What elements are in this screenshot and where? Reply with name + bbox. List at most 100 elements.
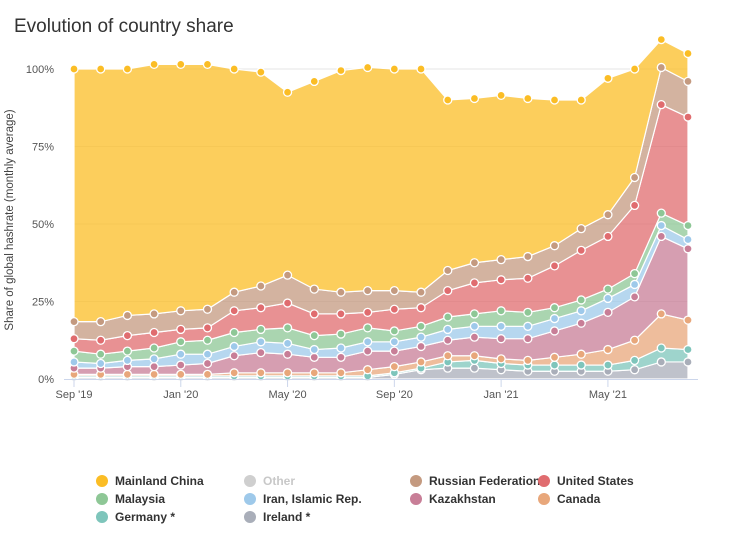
- data-point[interactable]: [549, 303, 560, 313]
- data-point[interactable]: [282, 270, 293, 280]
- data-point[interactable]: [176, 369, 186, 380]
- data-point[interactable]: [523, 93, 533, 104]
- data-point[interactable]: [576, 360, 586, 370]
- data-point[interactable]: [229, 287, 239, 297]
- data-point[interactable]: [363, 346, 373, 356]
- data-point[interactable]: [202, 358, 213, 369]
- data-point[interactable]: [282, 298, 293, 308]
- data-point[interactable]: [282, 368, 293, 378]
- data-point[interactable]: [122, 310, 133, 321]
- data-point[interactable]: [523, 273, 533, 283]
- data-point[interactable]: [603, 344, 613, 355]
- data-point[interactable]: [96, 64, 106, 74]
- data-point[interactable]: [496, 354, 506, 364]
- data-point[interactable]: [469, 278, 480, 288]
- data-point[interactable]: [523, 321, 533, 331]
- data-point[interactable]: [256, 303, 266, 313]
- data-point[interactable]: [496, 254, 506, 265]
- data-point[interactable]: [389, 285, 399, 296]
- data-point[interactable]: [309, 76, 319, 87]
- data-point[interactable]: [309, 330, 319, 341]
- data-point[interactable]: [202, 304, 213, 314]
- data-point[interactable]: [469, 258, 480, 268]
- data-point[interactable]: [469, 332, 480, 342]
- data-point[interactable]: [603, 231, 613, 242]
- data-point[interactable]: [629, 64, 640, 74]
- data-point[interactable]: [176, 349, 186, 359]
- data-point[interactable]: [149, 354, 159, 364]
- data-point[interactable]: [176, 306, 186, 316]
- data-point[interactable]: [469, 321, 480, 331]
- data-point[interactable]: [96, 316, 106, 327]
- data-point[interactable]: [202, 349, 213, 359]
- data-point[interactable]: [149, 309, 159, 319]
- data-point[interactable]: [656, 220, 666, 231]
- data-point[interactable]: [683, 315, 693, 325]
- data-point[interactable]: [576, 306, 586, 316]
- data-point[interactable]: [443, 95, 453, 105]
- data-point[interactable]: [149, 343, 159, 353]
- data-point[interactable]: [416, 64, 426, 74]
- data-point[interactable]: [549, 352, 560, 362]
- data-point[interactable]: [176, 337, 186, 347]
- data-point[interactable]: [443, 335, 453, 345]
- data-point[interactable]: [389, 337, 399, 347]
- data-point[interactable]: [469, 363, 480, 373]
- data-point[interactable]: [416, 321, 426, 331]
- data-point[interactable]: [202, 59, 213, 69]
- data-point[interactable]: [443, 265, 453, 276]
- data-point[interactable]: [576, 295, 586, 305]
- data-point[interactable]: [229, 351, 239, 361]
- data-point[interactable]: [469, 93, 480, 104]
- data-point[interactable]: [202, 369, 213, 380]
- data-point[interactable]: [656, 100, 666, 110]
- data-point[interactable]: [149, 59, 159, 69]
- data-point[interactable]: [549, 241, 560, 251]
- data-point[interactable]: [309, 284, 319, 294]
- data-point[interactable]: [389, 346, 399, 356]
- legend-item-iran-islamic-rep[interactable]: Iran, Islamic Rep.: [244, 492, 362, 506]
- data-point[interactable]: [656, 231, 666, 242]
- data-point[interactable]: [523, 334, 533, 344]
- data-point[interactable]: [683, 220, 693, 231]
- data-point[interactable]: [683, 112, 693, 122]
- legend-item-ireland[interactable]: Ireland *: [244, 510, 310, 524]
- data-point[interactable]: [96, 335, 106, 345]
- data-point[interactable]: [336, 309, 346, 319]
- data-point[interactable]: [363, 337, 373, 347]
- data-point[interactable]: [656, 357, 666, 367]
- data-point[interactable]: [523, 355, 533, 366]
- data-point[interactable]: [69, 316, 79, 327]
- data-point[interactable]: [629, 200, 640, 211]
- data-point[interactable]: [69, 334, 79, 344]
- data-point[interactable]: [229, 64, 239, 74]
- data-point[interactable]: [229, 341, 239, 352]
- data-point[interactable]: [603, 360, 613, 370]
- data-point[interactable]: [256, 347, 266, 358]
- data-point[interactable]: [336, 368, 346, 378]
- data-point[interactable]: [282, 349, 293, 359]
- data-point[interactable]: [443, 324, 453, 335]
- data-point[interactable]: [683, 234, 693, 245]
- data-point[interactable]: [629, 355, 640, 366]
- data-point[interactable]: [122, 355, 133, 366]
- data-point[interactable]: [336, 343, 346, 353]
- data-point[interactable]: [656, 208, 666, 218]
- data-point[interactable]: [149, 327, 159, 338]
- data-point[interactable]: [549, 95, 560, 105]
- data-point[interactable]: [469, 309, 480, 319]
- data-point[interactable]: [656, 34, 666, 45]
- data-point[interactable]: [683, 48, 693, 59]
- data-point[interactable]: [229, 327, 239, 338]
- data-point[interactable]: [149, 369, 159, 380]
- data-point[interactable]: [309, 309, 319, 319]
- data-point[interactable]: [256, 324, 266, 335]
- data-point[interactable]: [683, 244, 693, 254]
- data-point[interactable]: [363, 365, 373, 375]
- data-point[interactable]: [443, 312, 453, 322]
- data-point[interactable]: [176, 324, 186, 335]
- legend-item-united-states[interactable]: United States: [538, 474, 634, 488]
- legend-item-mainland-china[interactable]: Mainland China: [96, 474, 204, 488]
- data-point[interactable]: [282, 87, 293, 97]
- data-point[interactable]: [443, 351, 453, 361]
